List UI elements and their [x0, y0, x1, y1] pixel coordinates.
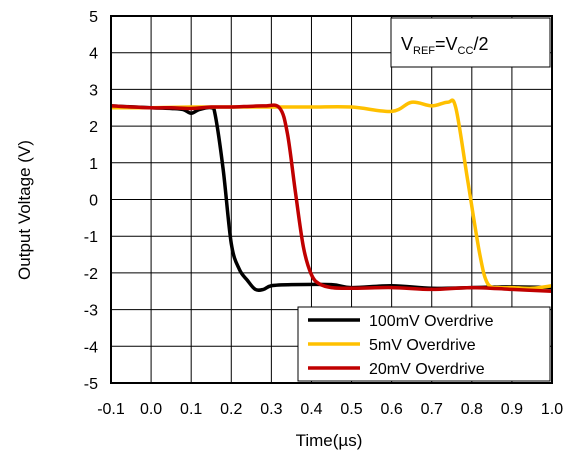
y-tick-label: 2: [89, 119, 98, 136]
x-tick-label: 0.4: [300, 401, 322, 418]
series-line-100mv: [110, 104, 553, 292]
series-line-20mv: [110, 103, 553, 293]
plot-area-frame: [110, 15, 553, 384]
vref-annotation: VREF=VCC/2: [390, 17, 551, 68]
y-axis-label: Output Voltage (V): [15, 140, 34, 280]
y-tick-label: -5: [84, 376, 98, 393]
x-tick-label: 0.1: [180, 401, 202, 418]
x-tick-label: 0.7: [421, 401, 443, 418]
y-tick-label: 4: [89, 46, 98, 63]
legend: 100mV Overdrive 5mV Overdrive 20mV Overd…: [297, 306, 551, 382]
y-tick-label: -1: [84, 229, 98, 246]
y-tick-label: -2: [84, 266, 98, 283]
y-tick-label: 5: [89, 9, 98, 26]
legend-label-5mv: 5mV Overdrive: [369, 337, 476, 354]
y-tick-labels: 5 4 3 2 1 0 -1 -2 -3 -4 -5: [84, 9, 98, 393]
legend-label-20mv: 20mV Overdrive: [369, 361, 485, 378]
y-tick-label: 3: [89, 82, 98, 99]
vref-annotation-text: VREF=VCC/2: [401, 34, 488, 57]
x-tick-label: 0.8: [461, 401, 483, 418]
x-tick-label: -0.1: [97, 401, 125, 418]
y-tick-label: 0: [89, 193, 98, 210]
vref-annotation-box: [390, 17, 551, 68]
series-layer: [110, 98, 553, 293]
legend-label-100mv: 100mV Overdrive: [369, 313, 494, 330]
x-tick-label: 0.2: [220, 401, 242, 418]
series-line-5mv: [110, 98, 553, 291]
x-tick-labels: -0.1 0.0 0.1 0.2 0.3 0.4 0.5 0.6 0.7 0.8 0.9 1.0: [97, 401, 563, 418]
x-tick-label: 0.9: [501, 401, 523, 418]
x-axis-label: Time(µs): [296, 431, 363, 450]
y-tick-label: 1: [89, 156, 98, 173]
x-tick-label: 0.0: [140, 401, 162, 418]
x-tick-label: 1.0: [541, 401, 563, 418]
x-tick-label: 0.6: [381, 401, 403, 418]
y-tick-label: -4: [84, 339, 98, 356]
y-tick-label: -3: [84, 303, 98, 320]
x-tick-label: 0.3: [260, 401, 282, 418]
x-tick-label: 0.5: [340, 401, 362, 418]
